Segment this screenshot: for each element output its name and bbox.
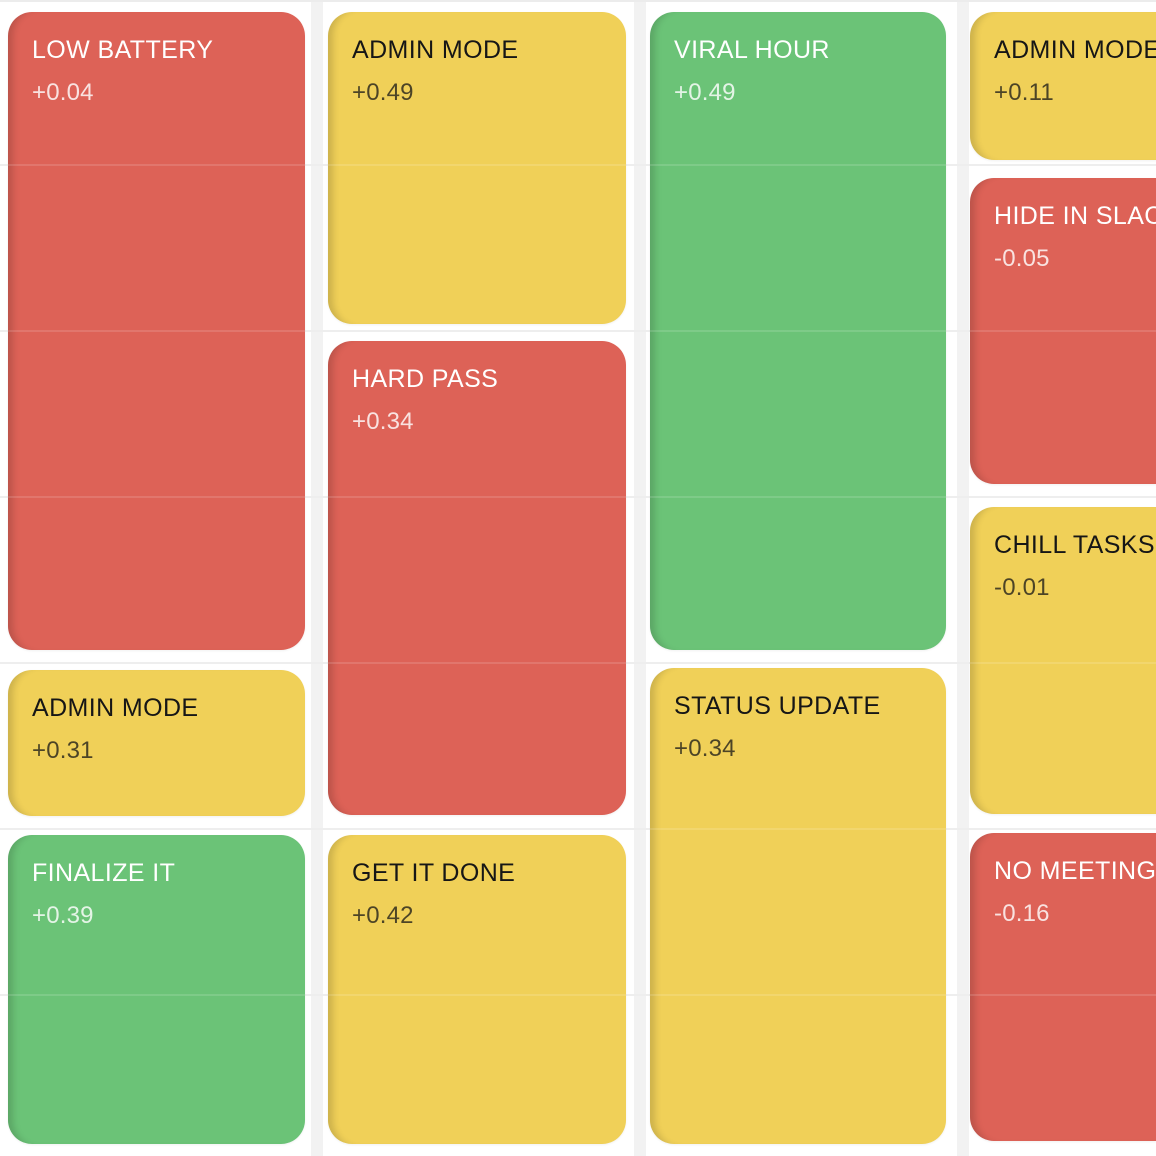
card-score: +0.49 — [352, 79, 414, 106]
card-score: +0.34 — [352, 408, 414, 435]
card-score: -0.01 — [994, 574, 1050, 601]
card-score: +0.39 — [32, 902, 94, 929]
card-admin-mode-col4[interactable]: ADMIN MODE +0.11 — [970, 12, 1156, 160]
card-hard-pass[interactable]: HARD PASS +0.34 — [328, 341, 626, 815]
card-title: LOW BATTERY — [32, 36, 214, 64]
card-title: ADMIN MODE — [32, 694, 199, 722]
card-title: GET IT DONE — [352, 859, 516, 887]
card-title: NO MEETINGS — [994, 857, 1156, 885]
card-viral-hour[interactable]: VIRAL HOUR +0.49 — [650, 12, 946, 650]
card-admin-mode-col2[interactable]: ADMIN MODE +0.49 — [328, 12, 626, 324]
card-title: VIRAL HOUR — [674, 36, 830, 64]
card-title: HARD PASS — [352, 365, 499, 393]
card-no-meetings[interactable]: NO MEETINGS -0.16 — [970, 833, 1156, 1141]
card-score: -0.16 — [994, 900, 1050, 927]
card-title: CHILL TASKS — [994, 531, 1155, 559]
card-admin-mode-col1[interactable]: ADMIN MODE +0.31 — [8, 670, 305, 816]
card-finalize-it[interactable]: FINALIZE IT +0.39 — [8, 835, 305, 1144]
card-score: +0.04 — [32, 79, 94, 106]
card-get-it-done[interactable]: GET IT DONE +0.42 — [328, 835, 626, 1144]
card-title: FINALIZE IT — [32, 859, 176, 887]
card-title: ADMIN MODE — [994, 36, 1156, 64]
card-title: STATUS UPDATE — [674, 692, 881, 720]
card-score: +0.11 — [994, 79, 1054, 106]
card-score: -0.05 — [994, 245, 1050, 272]
card-hide-in-slack[interactable]: HIDE IN SLACK -0.05 — [970, 178, 1156, 484]
card-score: +0.34 — [674, 735, 736, 762]
card-chill-tasks[interactable]: CHILL TASKS -0.01 — [970, 507, 1156, 814]
card-status-update[interactable]: STATUS UPDATE +0.34 — [650, 668, 946, 1144]
card-score: +0.42 — [352, 902, 414, 929]
card-low-battery[interactable]: LOW BATTERY +0.04 — [8, 12, 305, 650]
card-title: HIDE IN SLACK — [994, 202, 1156, 230]
card-score: +0.31 — [32, 737, 94, 764]
card-score: +0.49 — [674, 79, 736, 106]
card-title: ADMIN MODE — [352, 36, 519, 64]
